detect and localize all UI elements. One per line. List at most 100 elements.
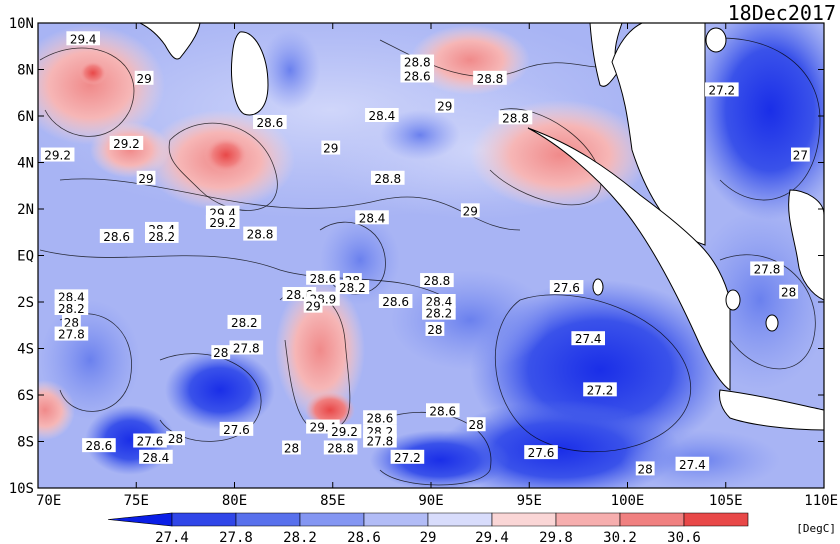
contour-label-bg — [253, 114, 287, 129]
colorbar-segment — [171, 512, 237, 527]
contour-label-bg — [243, 226, 277, 241]
contour-label-bg — [705, 82, 739, 97]
colorbar-tick-label: 29.4 — [475, 530, 509, 544]
contour-label-bg — [134, 70, 154, 85]
colorbar-tick-label: 30.2 — [603, 530, 637, 544]
contour-label: 28.8 — [327, 441, 354, 455]
contour-label: 28.8 — [502, 111, 529, 125]
contour-label: 29 — [305, 300, 320, 314]
contour-label: 28.6 — [382, 295, 409, 309]
colorbar-tick-label: 29.8 — [539, 530, 573, 544]
contour-label-bg — [136, 170, 156, 185]
contour-label: 28.2 — [426, 307, 453, 321]
contour-label: 27.2 — [708, 83, 735, 97]
map-title: 18Dec2017 — [728, 1, 836, 25]
contour-label: 28 — [213, 346, 228, 360]
contour-label-bg — [306, 270, 340, 285]
contour-label-bg — [583, 382, 617, 397]
contour-label: 28.6 — [103, 230, 130, 244]
contour-label: 29 — [437, 100, 452, 114]
contour-label-bg — [219, 421, 254, 436]
contour-label-bg — [422, 305, 456, 320]
latitude-axis: 10N 8N 6N 4N 2N EQ 2S 4S 6S 8S 10S — [9, 16, 824, 497]
contour-label-bg — [229, 340, 264, 355]
contour-label: 29 — [323, 142, 338, 156]
contour-label-bg — [420, 273, 454, 288]
contour-label: 27.6 — [137, 435, 164, 449]
colorbar: 27.4 27.8 28.2 28.6 29 29.4 29.8 30.2 30.6 — [107, 512, 749, 544]
contour-label-bg — [166, 431, 185, 446]
contour-label: 29.2 — [331, 425, 358, 439]
lat-label: 2N — [17, 202, 34, 218]
contour-label-bg — [390, 449, 425, 464]
contour-label: 27.8 — [58, 328, 85, 342]
colorbar-segment — [107, 512, 173, 527]
longitude-axis: 70E 75E 80E 85E 90E 95E 100E 105E 110E — [36, 23, 838, 509]
colorbar-segment — [299, 512, 365, 527]
contour-label: 28 — [284, 441, 299, 455]
contour-label: 29.2 — [44, 149, 71, 163]
lat-label: 8S — [17, 435, 34, 451]
contour-label: 28 — [781, 286, 796, 300]
contour-label-bg — [524, 445, 558, 460]
contour-label-bg — [400, 68, 435, 83]
contour-label: 28 — [168, 432, 183, 446]
contour-label: 29.4 — [70, 32, 97, 46]
contour-label: 28.4 — [359, 211, 386, 225]
contour-label: 28.6 — [257, 116, 284, 130]
colorbar-tick-label: 27.4 — [155, 530, 189, 544]
contour-label-bg — [365, 108, 399, 122]
contour-label: 29 — [136, 72, 151, 86]
contour-label-bg — [363, 410, 397, 425]
unit-label: [DegC] — [796, 522, 836, 535]
colorbar-tick-label: 29 — [420, 530, 437, 544]
contour-label-bg — [675, 456, 710, 471]
contour-label-bg — [355, 210, 389, 225]
contour-label: 27.2 — [394, 451, 421, 465]
contour-label: 27.2 — [587, 383, 614, 397]
contour-label-bg — [466, 417, 486, 432]
lat-label: 10N — [9, 16, 34, 32]
lon-label: 80E — [222, 493, 247, 509]
contour-label: 28.6 — [404, 69, 431, 83]
contour-label: 27.8 — [367, 435, 394, 449]
lat-label: 4S — [17, 342, 34, 358]
lon-label: 85E — [320, 493, 345, 509]
contour-label-bg — [498, 110, 533, 125]
colorbar-segment — [235, 512, 301, 527]
contour-label: 28.8 — [477, 72, 504, 86]
contour-label-bg — [62, 314, 81, 329]
contour-label: 28.2 — [148, 230, 175, 244]
contour-labels: 29.4 29 28.8 28.6 28.8 29 27.2 28.4 28.6 28.8 29.2… — [40, 31, 810, 476]
contour-label: 28 — [638, 462, 653, 476]
contour-label-bg — [425, 403, 460, 418]
lon-label: 75E — [124, 493, 149, 509]
sst-field — [38, 23, 824, 488]
lat-label: 8N — [17, 63, 34, 79]
contour-label: 27.4 — [575, 332, 602, 346]
colorbar-segment — [555, 512, 621, 527]
contour-label-bg — [400, 54, 435, 69]
lat-label: 6N — [17, 109, 34, 125]
contour-label-bg — [99, 228, 134, 243]
contour-label-bg — [422, 294, 456, 308]
contour-label-bg — [66, 31, 100, 46]
contour-label: 28.4 — [369, 109, 396, 123]
contour-label: 28.2 — [58, 302, 85, 316]
colorbar-segment — [683, 512, 749, 527]
contour-label: 27.6 — [553, 281, 580, 295]
contour-label: 28.6 — [429, 404, 456, 418]
contour-label: 28.2 — [231, 316, 258, 330]
contour-label-bg — [40, 147, 75, 162]
contour-label-bg — [54, 289, 89, 304]
contour-label: 27.8 — [233, 342, 260, 356]
contour-label-bg — [227, 314, 262, 329]
lat-label: 2S — [17, 295, 34, 311]
contour-label-bg — [282, 440, 301, 455]
contour-label: 28.8 — [374, 172, 401, 186]
contour-label: 28.8 — [424, 274, 451, 288]
contour-label-bg — [321, 140, 341, 155]
contour-label: 28.4 — [143, 451, 170, 465]
contour-label-bg — [363, 433, 397, 448]
contour-label-bg — [750, 261, 784, 276]
